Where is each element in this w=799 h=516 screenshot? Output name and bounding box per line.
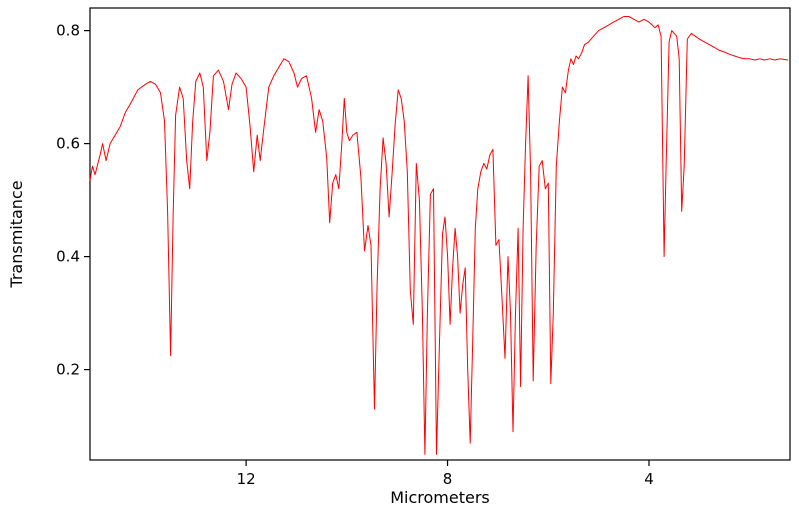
spectrum-series <box>89 16 788 455</box>
y-tick-label: 0.2 <box>56 361 80 379</box>
x-axis-label: Micrometers <box>390 488 490 507</box>
y-tick-label: 0.8 <box>56 22 80 40</box>
transmittance-curve <box>89 16 788 455</box>
y-axis-label: Transmitance <box>7 180 26 288</box>
y-tick-label: 0.6 <box>56 135 80 153</box>
plot-frame <box>89 7 791 461</box>
x-tick-label: 4 <box>644 470 654 488</box>
x-tick-label: 12 <box>237 470 256 488</box>
x-tick-label: 8 <box>443 470 453 488</box>
y-tick-label: 0.4 <box>56 248 80 266</box>
axes: 12 8 4 0.2 0.4 0.6 0.8 <box>56 7 791 488</box>
